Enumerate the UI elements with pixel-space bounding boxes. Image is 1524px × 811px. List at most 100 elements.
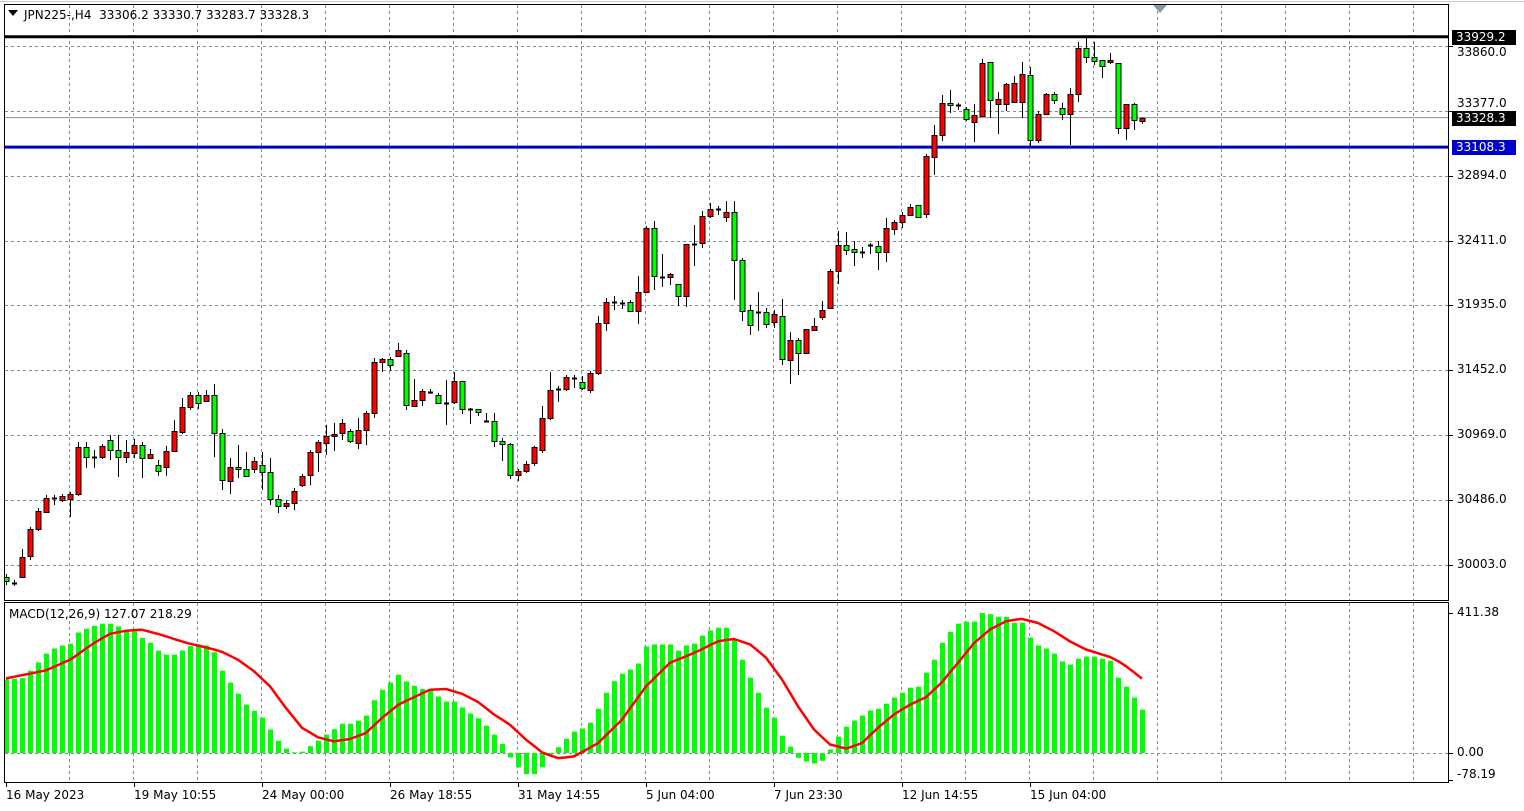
macd-histogram-bar <box>212 652 217 753</box>
candle <box>235 444 242 478</box>
macd-histogram-bar <box>916 686 921 753</box>
macd-histogram-bar <box>52 648 57 753</box>
candle-body <box>699 216 706 244</box>
macd-histogram-bar <box>324 734 329 753</box>
chart-menu-triangle-icon[interactable] <box>8 10 18 16</box>
macd-histogram-bar <box>388 682 393 753</box>
candle <box>123 439 130 464</box>
candle-body <box>83 447 90 458</box>
macd-histogram-bar <box>340 723 345 753</box>
candle <box>419 389 426 406</box>
candle-body <box>459 381 466 410</box>
macd-histogram-bar <box>884 703 889 753</box>
macd-histogram-bar <box>180 650 185 753</box>
candle <box>475 409 482 417</box>
macd-histogram <box>5 613 1145 775</box>
ohlc-close: 33328.3 <box>259 8 310 22</box>
time-tick-label: 7 Jun 23:30 <box>774 788 843 802</box>
candle <box>403 349 410 410</box>
macd-histogram-bar <box>476 718 481 753</box>
macd-histogram-bar <box>196 645 201 753</box>
candle-body <box>595 323 602 374</box>
price-tick-label: 32411.0 <box>1457 233 1507 247</box>
macd-histogram-bar <box>244 704 249 753</box>
macd-histogram-bar <box>84 628 89 753</box>
candle <box>660 254 665 288</box>
macd-histogram-bar <box>1020 622 1025 753</box>
horizontal-levels <box>5 35 1448 149</box>
candle-body <box>1123 104 1130 129</box>
candle-body <box>139 445 146 459</box>
candle-body <box>187 395 194 408</box>
macd-histogram-bar <box>268 729 273 753</box>
candle-body <box>1107 60 1114 63</box>
candle <box>267 458 274 505</box>
candle <box>1131 102 1138 130</box>
macd-histogram-bar <box>716 627 721 753</box>
candle-body <box>59 496 66 501</box>
macd-histogram-bar <box>764 707 769 753</box>
candle <box>587 370 594 394</box>
candle-body <box>739 260 746 312</box>
candle <box>171 419 178 452</box>
candle-body <box>1035 114 1042 141</box>
candle-body <box>499 441 506 445</box>
candle-body <box>339 423 346 434</box>
time-tick-label: 15 Jun 04:00 <box>1030 788 1107 802</box>
macd-histogram-bar <box>444 701 449 753</box>
candle-body <box>1043 94 1050 115</box>
candle-body <box>5 577 10 582</box>
macd-histogram-bar <box>532 753 537 775</box>
candle-body <box>523 464 530 472</box>
candle <box>363 410 370 445</box>
macd-histogram-bar <box>428 690 433 753</box>
macd-histogram-bar <box>708 630 713 753</box>
macd-axis-label: -78.19 <box>1457 767 1496 781</box>
candle <box>12 579 17 586</box>
ohlc-open: 33306.2 <box>99 8 149 22</box>
macd-histogram-bar <box>700 635 705 753</box>
candle-body <box>899 215 906 223</box>
macd-legend: MACD(12,26,9) 127.07 218.29 <box>9 607 192 621</box>
candle-body <box>627 302 634 312</box>
candle <box>803 328 810 354</box>
candle <box>451 372 458 404</box>
candle-body <box>315 442 322 453</box>
candle <box>139 442 146 478</box>
macd-signal-line <box>5 617 1143 760</box>
candle <box>1115 62 1122 135</box>
macd-histogram-bar <box>260 717 265 753</box>
chart-shift-marker-icon[interactable] <box>1153 5 1167 13</box>
candle-body <box>979 63 986 117</box>
candle-body <box>363 413 370 431</box>
macd-histogram-bar <box>1012 622 1017 753</box>
candle <box>355 417 362 450</box>
candle-body <box>643 228 650 293</box>
macd-histogram-bar <box>548 753 553 755</box>
candle <box>299 473 306 487</box>
macd-histogram-bar <box>540 753 545 768</box>
macd-histogram-bar <box>412 685 417 753</box>
macd-histogram-bar <box>676 650 681 753</box>
candle-body <box>451 381 458 403</box>
candle-body <box>563 377 570 390</box>
candle <box>563 375 570 392</box>
macd-histogram-bar <box>1044 648 1049 753</box>
macd-histogram-bar <box>668 644 673 753</box>
macd-histogram-bar <box>908 687 913 753</box>
candle <box>35 507 42 531</box>
candle <box>43 495 50 514</box>
candle <box>539 405 546 454</box>
time-tick-label: 19 May 10:55 <box>134 788 217 802</box>
macd-histogram-bar <box>5 679 9 753</box>
candle-body <box>667 274 674 278</box>
candle <box>827 268 834 309</box>
macd-histogram-bar <box>124 630 129 753</box>
macd-histogram-bar <box>852 720 857 753</box>
candle-body <box>787 340 794 361</box>
candle-body <box>651 228 658 277</box>
macd-histogram-bar <box>932 659 937 753</box>
macd-histogram-bar <box>492 734 497 753</box>
candle <box>771 310 778 329</box>
